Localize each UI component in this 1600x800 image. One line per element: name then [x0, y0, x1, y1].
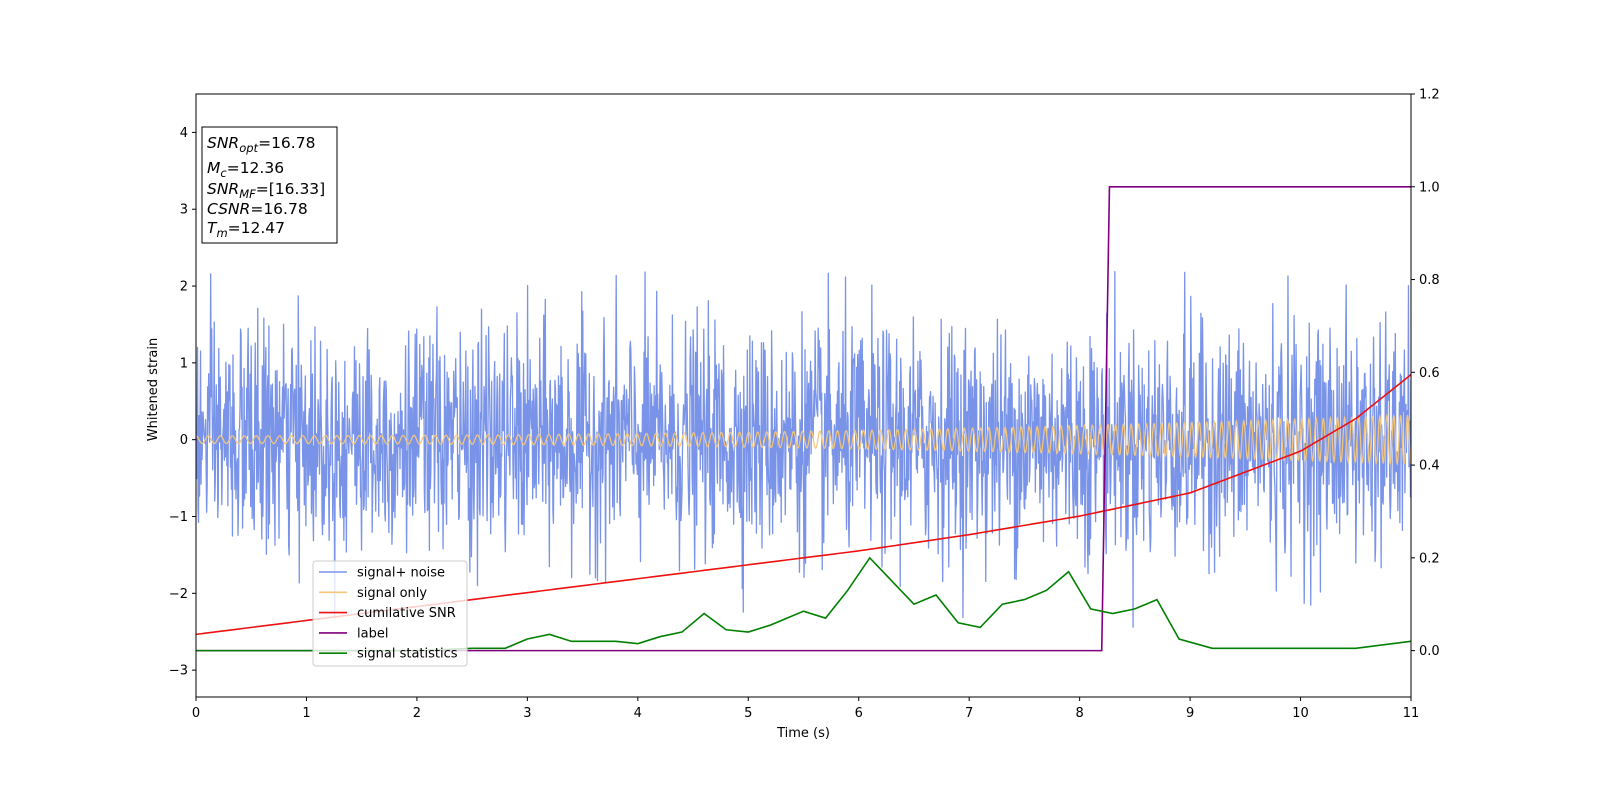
y-left-tick-label: 1 — [180, 356, 188, 371]
x-tick-label: 5 — [744, 706, 752, 721]
legend-label-signal-noise: signal+ noise — [357, 566, 445, 581]
info-snr-opt: SNRopt=16.78 — [207, 134, 315, 155]
info-tm: Tm=12.47 — [207, 219, 285, 240]
y-right-tick-label: 0.8 — [1419, 273, 1440, 288]
series-signal-only — [196, 413, 1411, 467]
y-left-tick-label: 2 — [180, 280, 188, 295]
legend-frame — [312, 560, 468, 667]
legend: signal+ noise signal only cumilative SNR… — [312, 560, 468, 667]
legend-label-label: label — [357, 626, 388, 641]
info-csnr: CSNR=16.78 — [207, 200, 308, 218]
y-right-tick-label: 0.6 — [1419, 366, 1440, 381]
series-signal-statistics — [196, 556, 1411, 652]
y-right-tick-label: 0.2 — [1419, 551, 1440, 566]
info-mc: Mc=12.36 — [207, 159, 284, 180]
plot-frame — [195, 93, 1412, 698]
x-tick-label: 1 — [302, 706, 310, 721]
y-left-tick-label: −3 — [169, 664, 188, 679]
y-left-tick-label: 3 — [180, 203, 188, 218]
legend-label-signal-only: signal only — [357, 586, 427, 601]
x-tick-label: 3 — [523, 706, 531, 721]
info-box-frame — [201, 126, 338, 244]
legend-label-cumilative-snr: cumilative SNR — [357, 606, 456, 621]
y-axis-label: Whitened strain — [146, 338, 161, 441]
y-right-tick-label: 0.4 — [1419, 459, 1440, 474]
x-tick-label: 7 — [965, 706, 973, 721]
x-tick-label: 11 — [1403, 706, 1420, 721]
x-axis-label: Time (s) — [776, 726, 830, 741]
series-signal-noise — [196, 271, 1411, 628]
y-right-axis-ticks: 0.0 0.2 0.4 0.6 0.8 1.0 1.2 — [1411, 88, 1440, 659]
legend-label-signal-statistics: signal statistics — [357, 647, 458, 662]
y-right-tick-label: 1.2 — [1419, 88, 1440, 103]
y-left-tick-label: 4 — [180, 126, 188, 141]
x-tick-label: 2 — [413, 706, 421, 721]
y-right-tick-label: 1.0 — [1419, 180, 1440, 195]
x-axis-ticks: 0 1 2 3 4 5 6 7 8 9 10 11 — [192, 697, 1419, 721]
y-left-tick-label: −1 — [169, 510, 188, 525]
info-snr-mf: SNRMF=[16.33] — [207, 180, 325, 201]
x-tick-label: 10 — [1292, 706, 1309, 721]
x-tick-label: 6 — [855, 706, 863, 721]
x-tick-label: 0 — [192, 706, 200, 721]
info-box: SNRopt=16.78 Mc=12.36 SNRMF=[16.33] CSNR… — [201, 126, 338, 244]
y-left-tick-label: 0 — [180, 433, 188, 448]
x-tick-label: 8 — [1075, 706, 1083, 721]
y-right-tick-label: 0.0 — [1419, 644, 1440, 659]
series-label — [196, 185, 1411, 652]
x-tick-label: 9 — [1186, 706, 1194, 721]
y-left-axis-ticks: −3 −2 −1 0 1 2 3 4 — [169, 126, 196, 679]
x-tick-label: 4 — [634, 706, 642, 721]
y-left-tick-label: −2 — [169, 587, 188, 602]
